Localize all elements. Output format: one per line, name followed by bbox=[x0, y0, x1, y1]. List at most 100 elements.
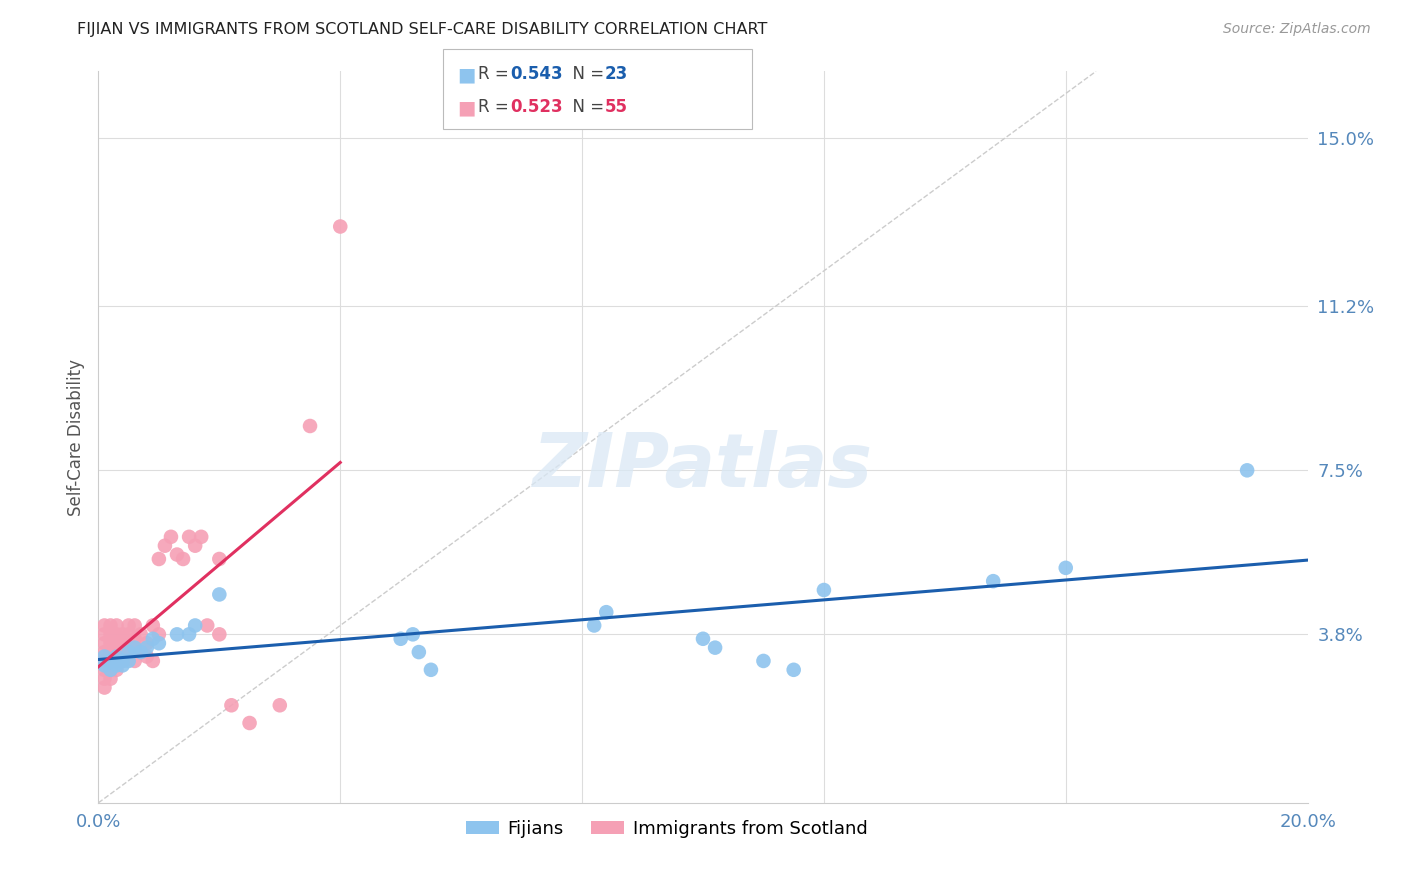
Point bbox=[299, 419, 322, 434]
Point bbox=[148, 552, 170, 566]
Point bbox=[93, 645, 115, 659]
Point bbox=[692, 632, 714, 646]
Text: 23: 23 bbox=[605, 65, 628, 83]
Point bbox=[129, 645, 152, 659]
Point bbox=[981, 574, 1004, 589]
Point bbox=[179, 627, 201, 641]
Point bbox=[752, 654, 775, 668]
Point bbox=[105, 618, 128, 632]
Point bbox=[184, 539, 207, 553]
Point bbox=[160, 530, 183, 544]
Text: FIJIAN VS IMMIGRANTS FROM SCOTLAND SELF-CARE DISABILITY CORRELATION CHART: FIJIAN VS IMMIGRANTS FROM SCOTLAND SELF-… bbox=[77, 22, 768, 37]
Point bbox=[595, 605, 617, 619]
Point bbox=[135, 636, 157, 650]
Point bbox=[118, 654, 141, 668]
Point bbox=[208, 552, 231, 566]
Point bbox=[129, 627, 152, 641]
Text: R =: R = bbox=[478, 65, 515, 83]
Text: ■: ■ bbox=[457, 65, 475, 84]
Point bbox=[118, 627, 141, 641]
Point bbox=[100, 654, 122, 668]
Point bbox=[783, 663, 806, 677]
Point bbox=[93, 663, 115, 677]
Legend: Fijians, Immigrants from Scotland: Fijians, Immigrants from Scotland bbox=[458, 813, 875, 845]
Text: 55: 55 bbox=[605, 98, 627, 116]
Point bbox=[208, 587, 231, 601]
Y-axis label: Self-Care Disability: Self-Care Disability bbox=[66, 359, 84, 516]
Point bbox=[179, 530, 201, 544]
Point bbox=[166, 627, 188, 641]
Point bbox=[420, 663, 443, 677]
Point bbox=[269, 698, 291, 713]
Point bbox=[389, 632, 412, 646]
Point bbox=[111, 636, 134, 650]
Point bbox=[148, 627, 170, 641]
Point bbox=[111, 645, 134, 659]
Point bbox=[813, 582, 835, 597]
Point bbox=[184, 618, 207, 632]
Point bbox=[135, 649, 157, 664]
Text: Source: ZipAtlas.com: Source: ZipAtlas.com bbox=[1223, 22, 1371, 37]
Point bbox=[111, 654, 134, 668]
Point bbox=[124, 654, 146, 668]
Point bbox=[402, 627, 425, 641]
Point bbox=[93, 654, 115, 668]
Point bbox=[100, 672, 122, 686]
Point bbox=[100, 663, 122, 677]
Point bbox=[408, 645, 430, 659]
Point bbox=[93, 627, 115, 641]
Point bbox=[93, 618, 115, 632]
Point bbox=[142, 654, 165, 668]
Point bbox=[239, 716, 262, 731]
Point bbox=[100, 627, 122, 641]
Point bbox=[118, 645, 141, 659]
Point bbox=[105, 636, 128, 650]
Point bbox=[105, 627, 128, 641]
Point bbox=[105, 645, 128, 659]
Point bbox=[148, 636, 170, 650]
Point bbox=[195, 618, 218, 632]
Point bbox=[118, 636, 141, 650]
Text: 0.543: 0.543 bbox=[510, 65, 562, 83]
Point bbox=[100, 663, 122, 677]
Point bbox=[124, 618, 146, 632]
Point bbox=[105, 649, 128, 664]
Point bbox=[124, 640, 146, 655]
Text: R =: R = bbox=[478, 98, 515, 116]
Point bbox=[105, 654, 128, 668]
Point bbox=[100, 645, 122, 659]
Text: N =: N = bbox=[562, 65, 610, 83]
Point bbox=[93, 658, 115, 673]
Point bbox=[172, 552, 194, 566]
Point bbox=[129, 645, 152, 659]
Text: 0.523: 0.523 bbox=[510, 98, 562, 116]
Point bbox=[135, 640, 157, 655]
Point bbox=[704, 640, 727, 655]
Text: ZIPatlas: ZIPatlas bbox=[533, 430, 873, 503]
Point bbox=[208, 627, 231, 641]
Point bbox=[93, 649, 115, 664]
Point bbox=[166, 548, 188, 562]
Point bbox=[100, 636, 122, 650]
Point bbox=[1236, 463, 1258, 477]
Point bbox=[142, 618, 165, 632]
Point bbox=[111, 654, 134, 668]
Point bbox=[93, 672, 115, 686]
Point bbox=[124, 640, 146, 655]
Point bbox=[221, 698, 243, 713]
Point bbox=[100, 654, 122, 668]
Point bbox=[124, 632, 146, 646]
Point bbox=[142, 632, 165, 646]
Point bbox=[111, 627, 134, 641]
Point bbox=[118, 618, 141, 632]
Point bbox=[329, 219, 352, 234]
Point bbox=[190, 530, 212, 544]
Point bbox=[118, 645, 141, 659]
Point bbox=[583, 618, 606, 632]
Point bbox=[93, 636, 115, 650]
Point bbox=[105, 663, 128, 677]
Point bbox=[105, 658, 128, 673]
Text: N =: N = bbox=[562, 98, 610, 116]
Point bbox=[153, 539, 176, 553]
Point bbox=[1054, 561, 1077, 575]
